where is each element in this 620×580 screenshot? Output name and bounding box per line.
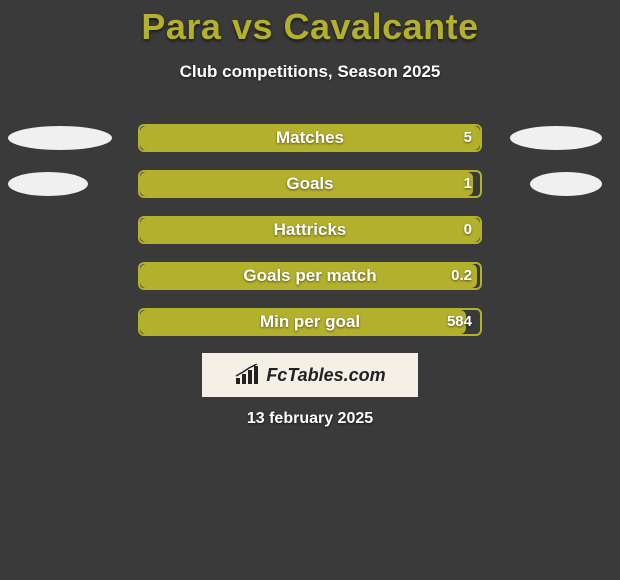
stat-bar-fill bbox=[140, 264, 477, 288]
stat-row: Matches5 bbox=[0, 124, 620, 152]
stat-bar-track bbox=[138, 124, 482, 152]
player-marker-right bbox=[530, 172, 602, 196]
comparison-card: Para vs Cavalcante Club competitions, Se… bbox=[0, 0, 620, 580]
player-marker-left bbox=[8, 126, 112, 150]
stat-bar-fill bbox=[140, 218, 480, 242]
player-marker-left bbox=[8, 172, 88, 196]
stat-bar-track bbox=[138, 308, 482, 336]
subtitle: Club competitions, Season 2025 bbox=[0, 62, 620, 82]
stat-bar-track bbox=[138, 170, 482, 198]
stat-bar-track bbox=[138, 262, 482, 290]
page-title: Para vs Cavalcante bbox=[0, 6, 620, 48]
player-marker-right bbox=[510, 126, 602, 150]
brand-text: FcTables.com bbox=[266, 365, 385, 386]
stat-bar-fill bbox=[140, 172, 473, 196]
stat-bar-fill bbox=[140, 126, 480, 150]
stat-row: Min per goal584 bbox=[0, 308, 620, 336]
stat-rows: Matches5 Goals1 Hattricks0 Goals per match0… bbox=[0, 124, 620, 354]
brand-badge[interactable]: FcTables.com bbox=[202, 353, 418, 397]
stat-row: Goals per match0.2 bbox=[0, 262, 620, 290]
stat-bar-fill bbox=[140, 310, 466, 334]
stat-row: Hattricks0 bbox=[0, 216, 620, 244]
stat-row: Goals1 bbox=[0, 170, 620, 198]
stat-bar-track bbox=[138, 216, 482, 244]
bar-chart-icon bbox=[234, 364, 260, 386]
footer-date: 13 february 2025 bbox=[0, 410, 620, 428]
